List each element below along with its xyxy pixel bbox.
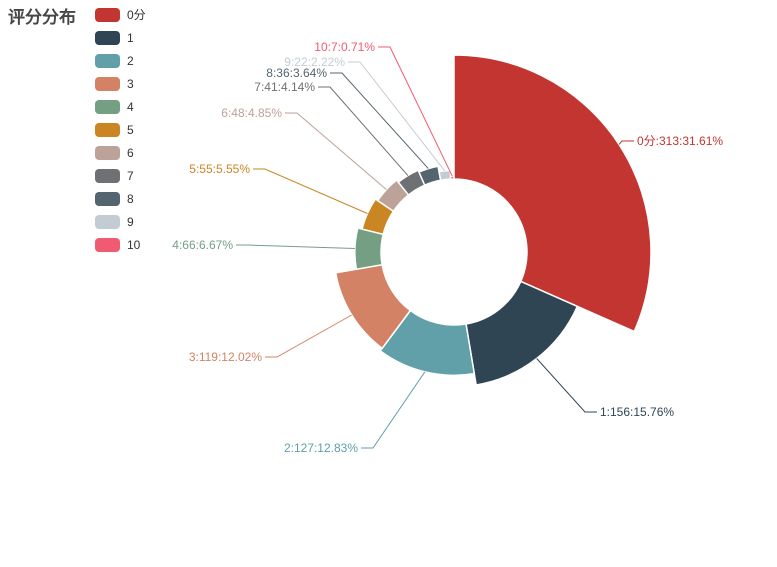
- label-line-2: [361, 371, 426, 449]
- label-line-6: [285, 112, 387, 190]
- legend-label: 2: [127, 54, 134, 68]
- pie-label-8: 8:36:3.64%: [266, 66, 327, 80]
- legend-swatch: [95, 123, 120, 137]
- label-line-1: [536, 358, 597, 413]
- pie-label-5: 5:55:5.55%: [189, 162, 250, 176]
- legend-swatch: [95, 54, 120, 68]
- pie-slice-9[interactable]: [438, 169, 452, 181]
- legend: 0分 1 2 3 4 5 6 7 8 9 10: [95, 8, 146, 252]
- legend-label: 8: [127, 192, 134, 206]
- label-line-3: [265, 314, 352, 358]
- legend-swatch: [95, 215, 120, 229]
- legend-swatch: [95, 238, 120, 252]
- pie-slice-1[interactable]: [465, 280, 579, 386]
- legend-swatch: [95, 146, 120, 160]
- pie-label-1: 1:156:15.76%: [600, 405, 674, 419]
- pie-label-10: 10:7:0.71%: [314, 40, 375, 54]
- pie-label-4: 4:66:6.67%: [172, 238, 233, 252]
- chart-title: 评分分布: [8, 8, 76, 27]
- legend-item-9[interactable]: 9: [95, 215, 146, 229]
- legend-item-3[interactable]: 3: [95, 77, 146, 91]
- legend-label: 7: [127, 169, 134, 183]
- label-line-5: [253, 168, 368, 214]
- legend-swatch: [95, 77, 120, 91]
- pie-slice-7[interactable]: [397, 169, 426, 196]
- legend-item-7[interactable]: 7: [95, 169, 146, 183]
- pie-slice-10[interactable]: [449, 175, 455, 180]
- legend-label: 5: [127, 123, 134, 137]
- label-line-10: [378, 46, 453, 177]
- legend-item-8[interactable]: 8: [95, 192, 146, 206]
- legend-label: 6: [127, 146, 134, 160]
- legend-item-5[interactable]: 5: [95, 123, 146, 137]
- legend-item-2[interactable]: 2: [95, 54, 146, 68]
- pie-slice-8[interactable]: [418, 165, 442, 186]
- legend-swatch: [95, 169, 120, 183]
- legend-item-10[interactable]: 10: [95, 238, 146, 252]
- legend-item-0分[interactable]: 0分: [95, 8, 146, 22]
- pie-slice-3[interactable]: [334, 263, 412, 350]
- label-line-4: [236, 244, 355, 249]
- legend-label: 0分: [127, 8, 146, 22]
- legend-label: 4: [127, 100, 134, 114]
- pie-label-3: 3:119:12.02%: [189, 350, 263, 364]
- label-line-8: [330, 72, 429, 169]
- legend-item-6[interactable]: 6: [95, 146, 146, 160]
- pie-label-2: 2:127:12.83%: [284, 441, 358, 455]
- pie-label-6: 6:48:4.85%: [221, 106, 282, 120]
- legend-label: 9: [127, 215, 134, 229]
- pie-slice-2[interactable]: [379, 309, 476, 377]
- pie-label-7: 7:41:4.14%: [254, 80, 315, 94]
- legend-swatch: [95, 8, 120, 22]
- legend-item-1[interactable]: 1: [95, 31, 146, 45]
- label-line-0分: [618, 140, 634, 145]
- legend-label: 1: [127, 31, 134, 45]
- pie-label-0分: 0分:313:31.61%: [637, 134, 723, 148]
- pie-slice-0分[interactable]: [453, 54, 652, 333]
- legend-swatch: [95, 192, 120, 206]
- legend-item-4[interactable]: 4: [95, 100, 146, 114]
- pie-label-9: 9:22:2.22%: [284, 55, 345, 69]
- label-line-7: [318, 86, 409, 176]
- label-line-9: [348, 61, 446, 172]
- legend-label: 3: [127, 77, 134, 91]
- pie-slice-6[interactable]: [376, 179, 410, 212]
- legend-swatch: [95, 31, 120, 45]
- pie-slice-5[interactable]: [361, 198, 395, 236]
- pie-slice-4[interactable]: [354, 227, 384, 270]
- legend-label: 10: [127, 238, 141, 252]
- legend-swatch: [95, 100, 120, 114]
